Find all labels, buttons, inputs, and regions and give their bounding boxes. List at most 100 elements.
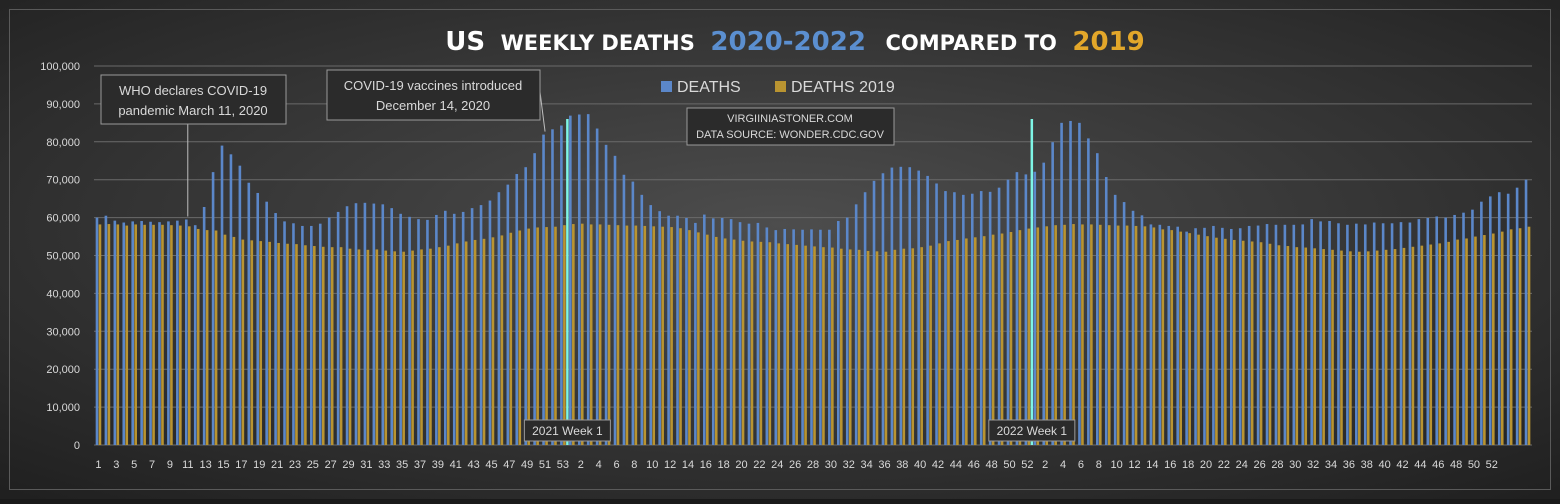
bar-deaths-2019: [750, 241, 754, 445]
bar-deaths-2019: [1509, 229, 1513, 445]
x-tick-label: 19: [253, 459, 265, 471]
bar-deaths: [1140, 215, 1144, 445]
x-tick-label: 20: [1200, 459, 1212, 471]
bar-deaths: [658, 211, 661, 445]
bar-deaths-2019: [795, 244, 798, 445]
bar-deaths: [1310, 219, 1313, 445]
bar-deaths: [1506, 193, 1510, 445]
x-axis-tick-labels: 1 3 5 7 9 11 13 15 17 19 21 23 25 27 29 31 33 35 37 39 41 43 4…: [95, 459, 1498, 471]
bar-deaths: [1042, 162, 1046, 445]
bar-deaths-2019: [1456, 239, 1459, 445]
x-tick-label: 7: [149, 459, 155, 471]
bar-deaths: [703, 214, 706, 445]
bar-deaths-2019: [1215, 237, 1218, 445]
bar-deaths-2019: [143, 224, 146, 445]
bar-deaths-2019: [420, 249, 423, 445]
bar-deaths-2019: [1492, 233, 1495, 445]
bar-deaths: [845, 217, 849, 445]
bar-deaths-2019: [786, 244, 790, 445]
x-tick-label: 32: [843, 459, 855, 471]
bar-deaths-2019: [1206, 236, 1209, 445]
bar-deaths-2019: [107, 224, 111, 445]
bar-deaths: [1497, 192, 1501, 445]
bar-deaths-2019: [357, 249, 361, 445]
bar-deaths: [908, 167, 912, 445]
bar-deaths: [1274, 224, 1278, 445]
title-compared-to: COMPARED TO: [886, 31, 1057, 55]
bar-deaths: [176, 220, 179, 445]
data-source-box: VIRGIINIASTONER.COM DATA SOURCE: WONDER.…: [686, 107, 895, 146]
bar-deaths: [470, 208, 474, 445]
bar-deaths: [1372, 222, 1376, 445]
bar-deaths: [1408, 222, 1412, 445]
x-tick-label: 24: [771, 459, 783, 471]
bar-deaths-2019: [286, 243, 289, 445]
bar-deaths-2019: [804, 245, 807, 445]
bar-deaths-2019: [1465, 238, 1468, 445]
bar-deaths: [149, 221, 152, 445]
bar-deaths: [872, 180, 876, 445]
bar-deaths-2019: [947, 241, 950, 445]
bar-deaths: [586, 114, 590, 446]
bar-deaths: [354, 203, 358, 445]
annotation-who: WHO declares COVID-19 pandemic March 11,…: [100, 74, 287, 217]
bar-deaths: [202, 206, 206, 445]
x-tick-label: 23: [289, 459, 301, 471]
bar-deaths: [1444, 217, 1447, 445]
bar-deaths: [1301, 224, 1305, 445]
bar-deaths: [131, 221, 134, 445]
bar-deaths: [444, 210, 447, 445]
bar-deaths: [336, 211, 340, 445]
x-tick-label: 13: [200, 459, 212, 471]
bar-deaths-2019: [1125, 225, 1129, 445]
x-tick-label: 20: [735, 459, 747, 471]
bar-deaths-2019: [973, 237, 977, 445]
bar-deaths-2019: [295, 244, 298, 445]
x-tick-label: 24: [1236, 459, 1248, 471]
bar-deaths: [524, 167, 527, 445]
bar-deaths: [318, 223, 322, 445]
bar-deaths-2019: [1518, 228, 1522, 445]
x-tick-label: 52: [1486, 459, 1498, 471]
bar-deaths-2019: [634, 225, 638, 445]
bar-deaths-2019: [116, 224, 120, 445]
x-tick-label: 51: [539, 459, 551, 471]
x-tick-label: 48: [986, 459, 998, 471]
bar-deaths-2019: [1116, 225, 1120, 445]
bar-deaths-2019: [348, 248, 352, 445]
bar-deaths: [220, 145, 224, 445]
x-tick-label: 5: [131, 459, 137, 471]
bar-deaths: [104, 215, 108, 445]
bar-deaths-2019: [991, 234, 995, 445]
bar-deaths: [560, 125, 563, 446]
bar-deaths-2019: [1268, 243, 1272, 445]
y-tick-label: 10,000: [46, 402, 80, 414]
bar-deaths-2019: [313, 246, 316, 445]
title-weekly-deaths: WEEKLY DEATHS: [501, 31, 695, 55]
bar-deaths: [408, 216, 411, 445]
bar-deaths: [810, 229, 813, 445]
bar-deaths: [1176, 226, 1179, 445]
bar-deaths: [1381, 223, 1385, 445]
bar-deaths-2019: [259, 241, 263, 445]
x-tick-label: 29: [342, 459, 354, 471]
bar-deaths: [640, 194, 644, 445]
bar-deaths: [1319, 221, 1322, 445]
x-tick-label: 40: [1379, 459, 1391, 471]
bar-deaths-2019: [625, 225, 629, 445]
bar-deaths-2019: [179, 225, 182, 445]
bar-deaths-2019: [679, 228, 682, 445]
bar-deaths-2019: [1447, 241, 1450, 445]
bar-deaths-2019: [491, 237, 495, 445]
bar-deaths-2019: [527, 228, 530, 445]
bar-deaths-2019: [250, 240, 254, 445]
bar-deaths: [1015, 172, 1019, 445]
bar-deaths-2019: [545, 227, 548, 445]
bar-deaths: [1426, 217, 1430, 445]
bar-deaths: [685, 217, 688, 445]
x-tick-label: 21: [271, 459, 283, 471]
bar-deaths: [363, 202, 367, 445]
bar-deaths: [1185, 231, 1188, 445]
bar-deaths: [1247, 225, 1251, 445]
bar-deaths-2019: [1322, 249, 1325, 445]
